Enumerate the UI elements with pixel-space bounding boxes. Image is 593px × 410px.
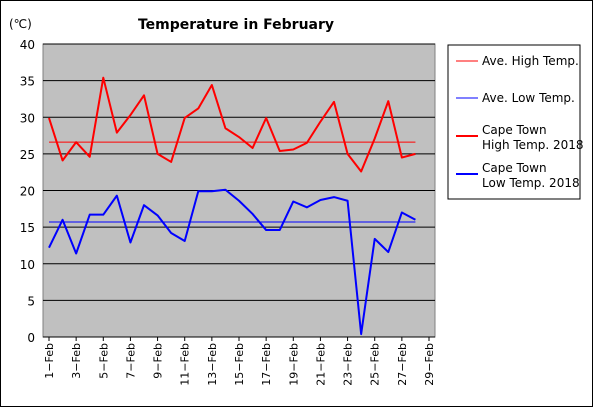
x-tick-label-14: 29−Feb: [423, 343, 436, 386]
x-tick-label-1: 3−Feb: [70, 343, 83, 379]
y-tick-label-15: 15: [20, 221, 35, 235]
y-tick-label-20: 20: [20, 185, 35, 199]
y-tick-label-35: 35: [20, 75, 35, 89]
x-tick-label-8: 17−Feb: [260, 343, 273, 386]
legend-label-1: Ave. Low Temp.: [482, 91, 575, 105]
y-tick-label-30: 30: [20, 111, 35, 125]
x-tick-label-9: 19−Feb: [287, 343, 300, 386]
x-tick-label-13: 27−Feb: [396, 343, 409, 386]
legend-label-2: Cape Town High Temp. 2018: [482, 123, 584, 152]
y-tick-label-0: 0: [27, 331, 35, 345]
chart-title: Temperature in February: [138, 17, 334, 33]
x-tick-label-5: 11−Feb: [179, 343, 192, 386]
y-tick-label-5: 5: [27, 294, 35, 308]
x-tick-label-0: 1−Feb: [43, 343, 56, 379]
y-tick-label-40: 40: [20, 38, 35, 52]
x-tick-label-7: 15−Feb: [233, 343, 246, 386]
y-tick-label-25: 25: [20, 148, 35, 162]
y-axis-ticks: 0 5 10 15 20 25 30 35 40: [20, 38, 35, 345]
x-tick-label-10: 21−Feb: [314, 343, 327, 386]
grid-lines: [43, 43, 435, 338]
x-tick-label-3: 7−Feb: [124, 343, 137, 379]
y-unit-label: (℃): [9, 17, 32, 31]
x-tick-label-2: 5−Feb: [97, 343, 110, 379]
series-line-high-2018: [48, 76, 416, 173]
x-axis-ticks: 1−Feb 3−Feb 5−Feb 7−Feb 9−Feb 11−Feb 13−Feb 15−…: [43, 337, 436, 386]
legend-label-0: Ave. High Temp.: [482, 54, 579, 68]
series-lines: [48, 76, 416, 336]
x-tick-label-4: 9−Feb: [152, 343, 165, 379]
x-tick-label-11: 23−Feb: [342, 343, 355, 386]
x-tick-label-12: 25−Feb: [369, 343, 382, 386]
legend-label-3: Cape Town Low Temp. 2018: [482, 161, 580, 190]
x-tick-label-6: 13−Feb: [206, 343, 219, 386]
y-tick-label-10: 10: [20, 258, 35, 272]
series-line-low-2018: [48, 188, 416, 336]
legend: Ave. High Temp. Ave. Low Temp. Cape Town Hi…: [447, 44, 584, 200]
